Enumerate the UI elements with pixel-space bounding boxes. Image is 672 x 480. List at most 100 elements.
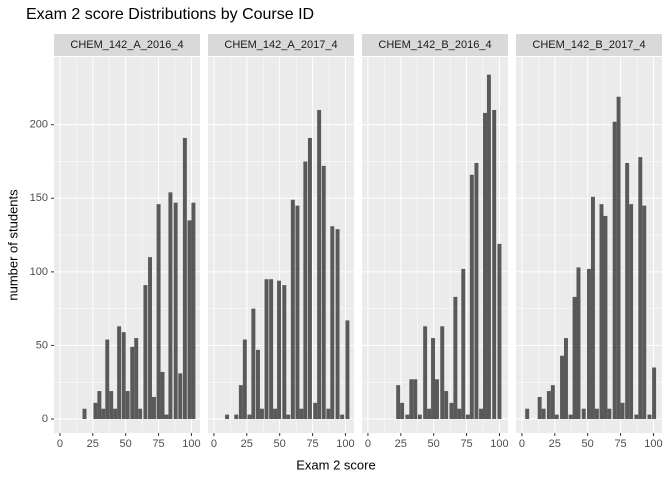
bar (187, 220, 192, 420)
bar (134, 338, 139, 420)
bar (234, 414, 239, 420)
bar (564, 338, 568, 420)
y-tick-label: 100 (30, 266, 48, 278)
bar (303, 161, 308, 420)
bar (225, 414, 230, 420)
bar (138, 408, 143, 420)
bar (130, 346, 135, 420)
x-tick-label: 100 (490, 438, 508, 450)
bar (164, 414, 169, 420)
bar (286, 414, 291, 420)
bar (277, 280, 281, 420)
x-tick-label: 50 (120, 438, 132, 450)
strip-label: CHEM_142_B_2016_4 (378, 39, 491, 51)
x-tick-label: 100 (336, 438, 354, 450)
bar (93, 402, 98, 420)
bar (465, 414, 470, 420)
x-tick-label: 50 (274, 438, 286, 450)
bar (479, 408, 484, 420)
bar (117, 326, 122, 420)
bar (449, 402, 454, 420)
strip (362, 34, 508, 56)
y-tick-label: 0 (42, 413, 48, 425)
x-tick-label: 75 (614, 438, 626, 450)
bar (560, 355, 565, 420)
x-tick-label: 75 (460, 438, 472, 450)
bar (612, 121, 617, 420)
x-axis-title: Exam 2 score (296, 457, 375, 472)
strip (54, 34, 200, 56)
bar (400, 402, 405, 420)
x-tick-label: 100 (182, 438, 200, 450)
bar (594, 408, 599, 420)
bar (435, 379, 439, 420)
bar (581, 408, 586, 420)
bar (330, 226, 335, 420)
bar (396, 385, 401, 420)
bar (273, 408, 278, 420)
x-tick-label: 0 (519, 438, 525, 450)
bar (541, 408, 546, 420)
bar (440, 326, 445, 420)
bar (572, 296, 577, 420)
bar (178, 373, 183, 420)
x-tick-label: 25 (87, 438, 99, 450)
bar (113, 408, 118, 420)
x-tick-label: 75 (152, 438, 164, 450)
panel-background (54, 57, 200, 433)
bar (652, 367, 657, 420)
bar (453, 296, 458, 420)
bar (151, 396, 156, 420)
bar (647, 414, 652, 420)
bar (431, 338, 435, 420)
x-tick-label: 0 (211, 438, 217, 450)
bar (121, 332, 126, 420)
x-tick-label: 75 (306, 438, 318, 450)
bar (483, 112, 487, 420)
bar (587, 268, 591, 420)
bar (160, 371, 165, 420)
x-tick-label: 50 (582, 438, 594, 450)
bar (105, 339, 110, 420)
y-tick-label: 200 (30, 119, 48, 131)
bar (568, 414, 573, 420)
bar (264, 279, 269, 420)
bar (413, 379, 418, 420)
bar (409, 379, 414, 420)
bar (295, 205, 300, 420)
y-tick-label: 150 (30, 192, 48, 204)
bar (259, 408, 264, 420)
x-tick-label: 100 (644, 438, 662, 450)
bar (256, 349, 260, 420)
bar (335, 229, 340, 420)
bar (620, 402, 625, 420)
x-tick-label: 25 (241, 438, 253, 450)
bar (427, 408, 432, 420)
bar (247, 414, 252, 420)
bar (638, 157, 643, 420)
bar (461, 268, 466, 420)
bar (321, 165, 326, 420)
bar (486, 74, 491, 420)
bar (82, 408, 87, 420)
y-tick-label: 50 (36, 339, 48, 351)
x-tick-label: 25 (395, 438, 407, 450)
bar (576, 267, 581, 420)
bar (101, 408, 106, 420)
bar (290, 199, 295, 420)
bar (607, 408, 612, 420)
bar (182, 137, 187, 420)
y-axis-title: number of students (5, 189, 20, 301)
strip-label: CHEM_142_A_2016_4 (70, 39, 183, 51)
bar (313, 402, 318, 420)
bar (299, 408, 304, 420)
bar (168, 192, 173, 420)
bar (642, 205, 647, 420)
bar (143, 285, 148, 420)
chart-title: Exam 2 score Distributions by Course ID (26, 6, 314, 23)
bar (269, 279, 274, 420)
bar (546, 391, 551, 420)
x-tick-label: 50 (428, 438, 440, 450)
bar (242, 339, 247, 420)
